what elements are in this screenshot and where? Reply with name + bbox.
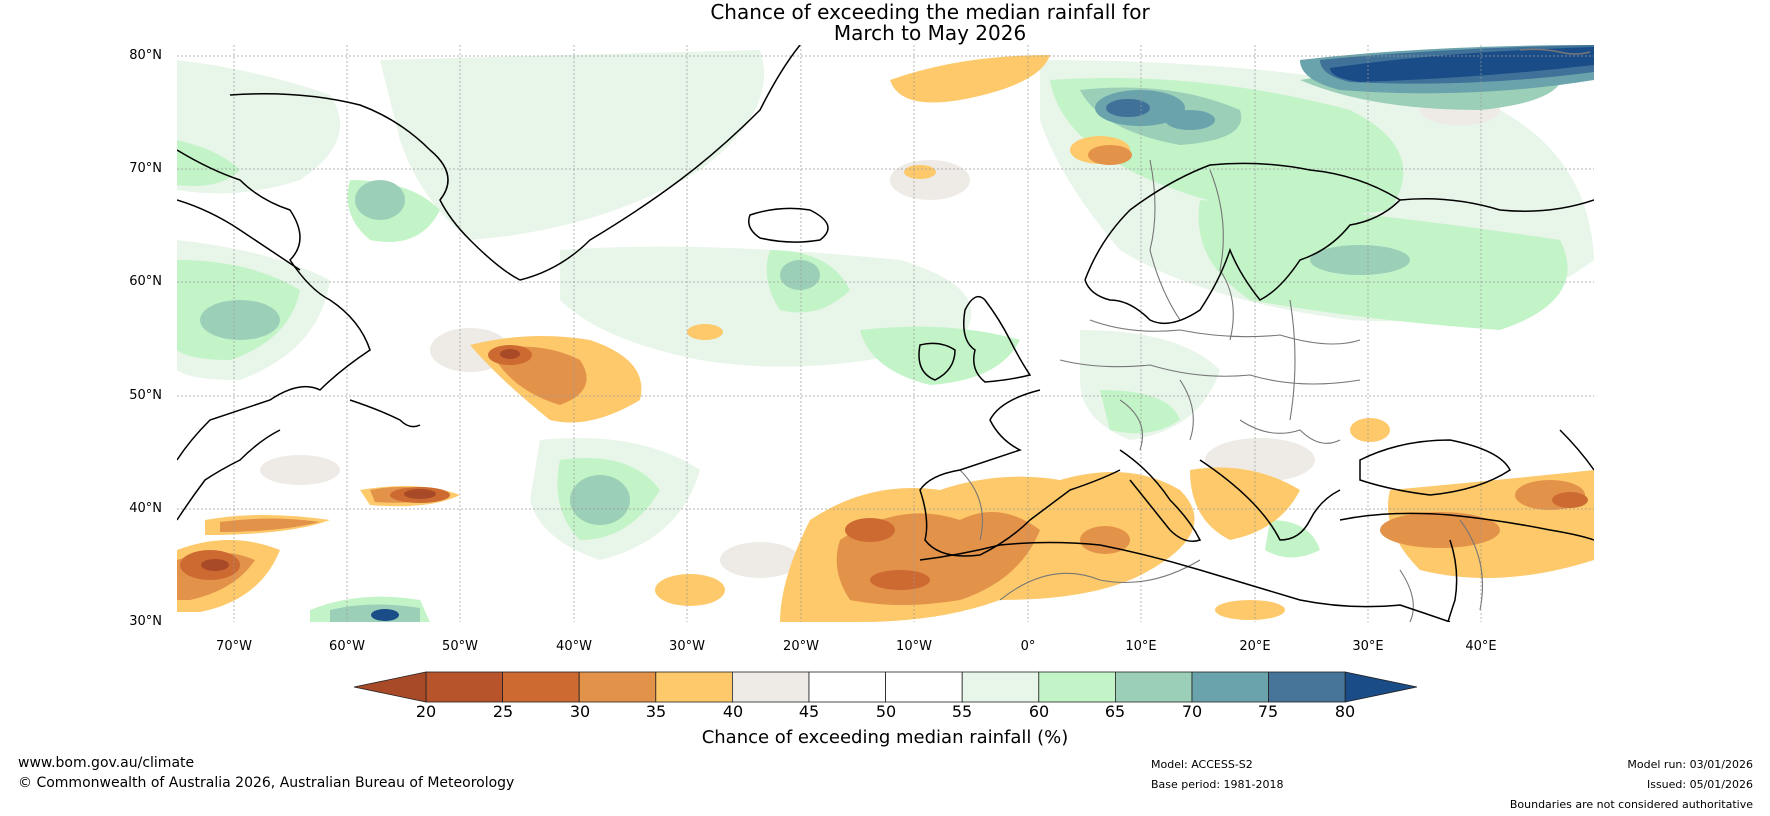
lon-label-0: 0°: [1020, 639, 1036, 654]
ireland-coast: [918, 342, 956, 381]
colorbar-segment: [1191, 671, 1269, 703]
caspian-coast: [1559, 429, 1594, 471]
canadian-arctic-coast: [177, 149, 371, 461]
europe-west-coast: [919, 389, 1121, 557]
black-sea-coast: [1359, 439, 1511, 496]
colorbar-tick-70: 70: [1181, 702, 1203, 721]
balkans-coast: [1199, 459, 1341, 541]
issued-text: Issued: 05/01/2026: [1646, 778, 1753, 791]
lon-label-20e: 20°E: [1239, 639, 1271, 654]
disclaimer-text: Boundaries are not considered authoritat…: [1509, 798, 1753, 811]
colorbar-segment: [425, 671, 503, 703]
lat-label-80n: 80°N: [129, 48, 162, 63]
colorbar-segment: [885, 671, 963, 703]
website-text: www.bom.gov.au/climate: [18, 755, 195, 771]
lat-label-60n: 60°N: [129, 274, 162, 289]
model-text: Model: ACCESS-S2: [1151, 758, 1253, 771]
colorbar-tick-50: 50: [875, 702, 897, 721]
colorbar-segment: [502, 671, 580, 703]
colorbar-segment: [1115, 671, 1193, 703]
colorbar-low-extension: [353, 671, 427, 703]
colorbar-segment: [808, 671, 886, 703]
colorbar-tick-60: 60: [1028, 702, 1050, 721]
map-title-line-2: March to May 2026: [833, 21, 1027, 45]
colorbar-tick-65: 65: [1104, 702, 1126, 721]
colorbar-tick-40: 40: [722, 702, 744, 721]
canada-east-coast: [177, 199, 301, 271]
country-borders: [959, 159, 1483, 622]
colorbar-segment: [655, 671, 733, 703]
great-britain-coast: [963, 295, 1032, 383]
anatolia-coast: [1339, 512, 1594, 541]
italy-coast: [1119, 449, 1202, 542]
coastlines: [177, 45, 1594, 622]
colorbar-tick-35: 35: [645, 702, 667, 721]
map-area: [177, 45, 1594, 622]
lon-label-20w: 20°W: [783, 639, 819, 654]
dry-strong-patches: [201, 349, 520, 571]
lat-label-30n: 30°N: [129, 614, 162, 629]
colorbar-tick-30: 30: [569, 702, 591, 721]
lon-label-50w: 50°W: [442, 639, 478, 654]
lon-label-70w: 70°W: [216, 639, 252, 654]
lat-label-40n: 40°N: [129, 501, 162, 516]
map-title-line-1: Chance of exceeding the median rainfall …: [710, 0, 1150, 24]
kola-coast: [1399, 198, 1594, 212]
lon-label-30w: 30°W: [669, 639, 705, 654]
iceland-coast: [748, 207, 829, 243]
model-run-text: Model run: 03/01/2026: [1627, 758, 1753, 771]
svalbard-islands: [1519, 48, 1591, 55]
colorbar-tick-20: 20: [415, 702, 437, 721]
colorbar-segment: [1038, 671, 1116, 703]
colorbar-segment: [1268, 671, 1346, 703]
lat-label-70n: 70°N: [129, 161, 162, 176]
copyright-text: © Commonwealth of Australia 2026, Austra…: [18, 775, 515, 791]
colorbar-tick-75: 75: [1257, 702, 1279, 721]
scandinavia-coast: [1084, 162, 1402, 325]
colorbar-tick-25: 25: [492, 702, 514, 721]
colorbar: [353, 671, 1418, 703]
graticule: [177, 45, 1594, 622]
greenland-coast: [229, 45, 801, 281]
colorbar-tick-80: 80: [1334, 702, 1356, 721]
lon-label-30e: 30°E: [1352, 639, 1384, 654]
colorbar-tick-55: 55: [951, 702, 973, 721]
colorbar-high-extension: [1344, 671, 1418, 703]
lon-label-40e: 40°E: [1465, 639, 1497, 654]
wet-max-patches: [371, 47, 1594, 621]
lon-label-60w: 60°W: [329, 639, 365, 654]
lat-label-50n: 50°N: [129, 388, 162, 403]
colorbar-label: Chance of exceeding median rainfall (%): [701, 727, 1069, 748]
lon-label-40w: 40°W: [556, 639, 592, 654]
newfoundland-coast: [349, 399, 421, 428]
lon-label-10e: 10°E: [1125, 639, 1157, 654]
colorbar-segment: [578, 671, 657, 703]
colorbar-tick-45: 45: [798, 702, 820, 721]
lon-label-10w: 10°W: [896, 639, 932, 654]
levant-coast: [1447, 539, 1458, 622]
us-east-coast: [177, 429, 281, 521]
colorbar-segment: [961, 671, 1040, 703]
colorbar-segment: [732, 671, 810, 703]
base-period-text: Base period: 1981-2018: [1151, 778, 1284, 791]
north-africa-coast: [919, 541, 1451, 622]
